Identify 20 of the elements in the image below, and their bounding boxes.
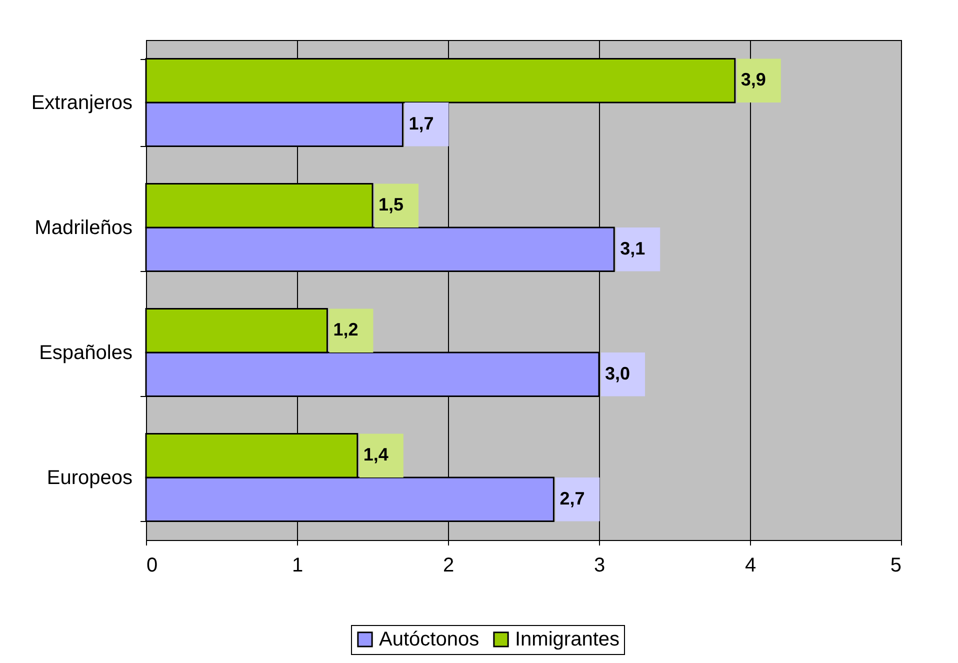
data-label: 1,2 xyxy=(333,320,358,340)
data-label: 3,9 xyxy=(740,70,766,90)
data-label: 3,0 xyxy=(605,363,630,384)
x-tick-label: 2 xyxy=(442,554,454,576)
data-label: 1,7 xyxy=(408,113,434,134)
data-label: 2,7 xyxy=(560,488,585,508)
y-tick-label: Españoles xyxy=(39,342,132,364)
data-label: 1,4 xyxy=(363,444,388,465)
x-tick-label: 5 xyxy=(890,554,902,576)
x-tick-label: 0 xyxy=(146,554,158,576)
data-label: 1,5 xyxy=(378,194,404,215)
x-tick-label: 4 xyxy=(744,554,756,576)
x-tick-label: 3 xyxy=(594,554,606,576)
y-tick-label: Madrileños xyxy=(34,217,132,239)
y-tick-label: Extranjeros xyxy=(31,92,132,114)
data-label: 3,1 xyxy=(620,238,646,258)
legend-label: Inmigrantes xyxy=(515,628,620,650)
x-tick-label: 1 xyxy=(292,554,304,576)
legend-label: Autóctonos xyxy=(379,628,480,650)
y-tick-label: Europeos xyxy=(46,467,132,489)
